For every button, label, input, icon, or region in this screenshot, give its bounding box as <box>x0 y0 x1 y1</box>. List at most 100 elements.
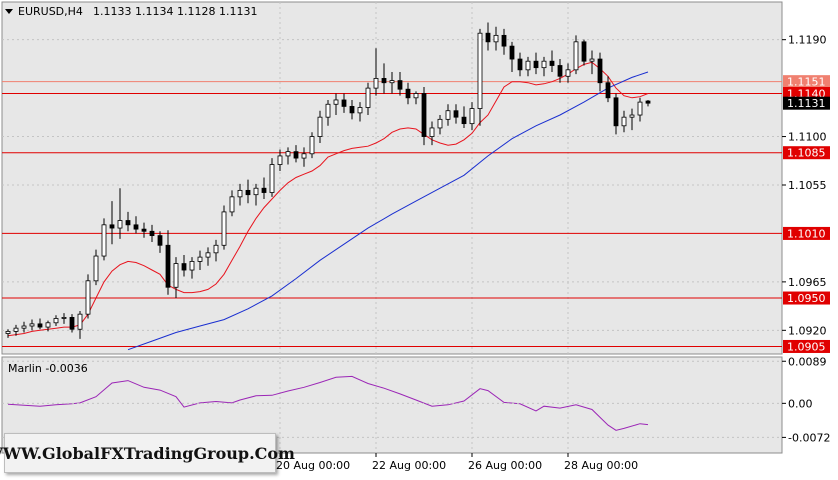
candle-body <box>37 323 43 328</box>
candle-body <box>589 58 595 62</box>
candle <box>485 22 491 51</box>
candle-body <box>357 107 363 114</box>
candle-body <box>53 318 59 324</box>
candle <box>493 26 499 51</box>
price-axis: 1.1190 1.1100 1.1055 1.0965 1.0920 1.1151 1.11… <box>782 34 830 353</box>
candle <box>133 216 139 234</box>
level-price-tag <box>783 146 830 160</box>
grid-layer <box>2 2 782 453</box>
candle <box>517 52 523 77</box>
candle <box>13 324 19 336</box>
candle-body <box>29 323 35 327</box>
candle <box>237 183 243 206</box>
candle-body <box>501 34 507 47</box>
candle-body <box>261 187 267 193</box>
candle <box>645 99 651 107</box>
candle <box>373 48 379 96</box>
candle <box>437 115 443 135</box>
candle-body <box>469 108 475 125</box>
candle-body <box>189 261 195 271</box>
candle-body <box>149 230 155 236</box>
candle-body <box>581 41 587 62</box>
candle <box>213 239 219 262</box>
time-tick-label: 22 Aug 00:00 <box>372 459 446 472</box>
candle <box>565 63 571 83</box>
candle-body <box>221 211 227 246</box>
candle <box>461 106 467 128</box>
candle-body <box>325 103 331 118</box>
price-tick-label: 1.0965 <box>788 276 827 289</box>
candle-body <box>5 330 11 334</box>
candle <box>501 28 507 55</box>
candle-layer <box>5 22 651 339</box>
candle-body <box>445 110 451 120</box>
candle <box>21 321 27 333</box>
candle-body <box>269 164 275 193</box>
candle <box>61 313 67 324</box>
candle <box>557 59 563 83</box>
candle <box>253 183 259 206</box>
candle <box>229 190 235 217</box>
candle <box>525 56 531 77</box>
watermark: WWW.GlobalFXTradingGroup.Com <box>0 433 295 473</box>
candle-body <box>165 244 171 288</box>
candle-body <box>629 114 635 118</box>
candle <box>349 99 355 120</box>
candle-body <box>301 153 307 159</box>
candle <box>125 211 131 232</box>
header-symbol: EURUSD,H4 <box>18 5 83 18</box>
candle-body <box>389 80 395 84</box>
candle-body <box>485 32 491 43</box>
candle-body <box>61 317 67 319</box>
candle-body <box>533 60 539 69</box>
candle <box>341 93 347 113</box>
ma-slow-line <box>127 71 649 351</box>
candle-body <box>213 244 219 254</box>
candle <box>621 110 627 133</box>
candle-body <box>373 78 379 89</box>
candle <box>453 104 459 124</box>
ma-layer <box>7 61 649 351</box>
collapse-arrow-icon[interactable] <box>5 9 13 14</box>
candle <box>269 158 275 197</box>
candle-body <box>509 45 515 60</box>
candle-body <box>605 82 611 99</box>
candle <box>149 224 155 243</box>
candle <box>93 249 99 286</box>
time-tick-label: 26 Aug 00:00 <box>468 459 542 472</box>
candle <box>261 177 267 199</box>
level-price-label: 1.0905 <box>787 340 826 353</box>
candle <box>189 257 195 279</box>
candle-body <box>413 93 419 99</box>
candle <box>301 147 307 167</box>
candle-body <box>341 99 347 107</box>
candle-body <box>429 127 435 137</box>
candle-body <box>205 252 211 258</box>
candle-body <box>109 224 115 229</box>
candle <box>117 188 123 239</box>
candle <box>37 318 43 330</box>
candle <box>573 35 579 75</box>
level-price-label: 1.1085 <box>787 147 826 160</box>
candle-body <box>317 116 323 137</box>
candle-body <box>349 106 355 114</box>
candle <box>157 231 163 253</box>
candle-body <box>573 41 579 71</box>
candle <box>277 149 283 172</box>
candle <box>69 314 75 333</box>
candle <box>581 39 587 66</box>
candle-body <box>229 196 235 213</box>
candle-body <box>637 101 643 116</box>
candle-body <box>517 58 523 71</box>
current-price-label: 1.1131 <box>787 97 826 110</box>
candle-body <box>77 313 83 330</box>
candle <box>285 147 291 165</box>
candle <box>85 274 91 319</box>
candle <box>309 132 315 159</box>
candle-body <box>293 151 299 159</box>
price-tick-label: 1.1055 <box>788 179 827 192</box>
candle <box>101 218 107 261</box>
indicator-tick-label: 0.0089 <box>788 355 827 368</box>
candle-body <box>405 88 411 99</box>
candle-body <box>117 220 123 229</box>
